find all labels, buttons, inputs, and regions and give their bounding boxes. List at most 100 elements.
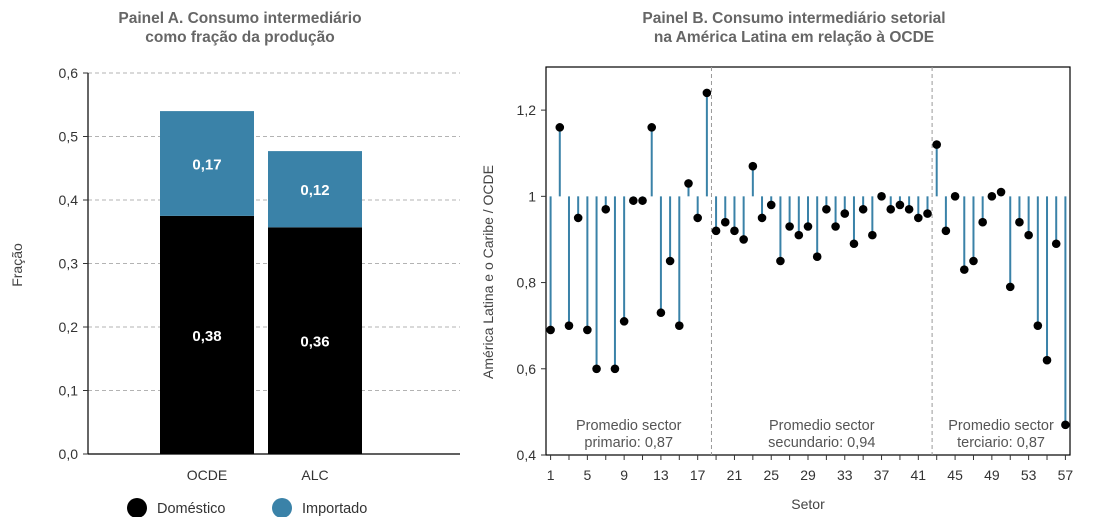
lollipop-point	[803, 222, 813, 231]
lollipop-point	[877, 192, 886, 201]
panel-b-x-tick-label: 29	[800, 467, 816, 483]
bar-value-label: 0,17	[192, 156, 221, 173]
panel-b-x-tick-label: 1	[547, 467, 555, 483]
lollipop-point	[932, 140, 942, 149]
lollipop-point	[720, 217, 730, 227]
panel-a-y-tick-label: 0,4	[59, 192, 79, 208]
panel-a-x-tick-label: ALC	[301, 467, 328, 483]
lollipop-point	[693, 213, 702, 223]
lollipop-point	[684, 179, 693, 188]
legend-swatch-domestic	[127, 498, 147, 517]
lollipop-point	[923, 209, 932, 218]
lollipop-point	[564, 321, 574, 330]
lollipop-point	[592, 364, 601, 374]
lollipop-point	[1024, 230, 1033, 240]
lollipop-point	[831, 222, 840, 231]
panel-b-x-tick-label: 25	[763, 467, 779, 483]
bar-imported-alc	[268, 151, 362, 228]
lollipop-point	[996, 187, 1006, 197]
lollipop-point	[601, 204, 611, 214]
lollipop-point	[1005, 282, 1015, 292]
lollipop-point	[785, 222, 794, 231]
lollipop-point	[1015, 217, 1024, 227]
lollipop-point	[546, 325, 555, 335]
bar-value-label: 0,12	[300, 182, 329, 199]
bar-value-label: 0,36	[300, 334, 329, 351]
lollipop-point	[1061, 420, 1070, 430]
panel-a-y-tick-label: 0,3	[59, 256, 79, 272]
lollipop-point	[849, 239, 859, 249]
lollipop-point	[886, 204, 896, 214]
legend-label-imported: Importado	[302, 501, 367, 517]
lollipop-point	[904, 204, 914, 214]
lollipop-point	[858, 204, 868, 214]
lollipop-point	[959, 265, 969, 274]
bar-domestic-ocde	[160, 215, 254, 454]
bar-domestic-alc	[268, 227, 362, 454]
lollipop-point	[950, 192, 960, 201]
lollipop-point	[822, 204, 831, 214]
lollipop-point	[776, 256, 785, 266]
panel-a-y-tick-label: 0,1	[59, 383, 79, 399]
lollipop-point	[895, 200, 905, 210]
panel-b-x-tick-label: 17	[690, 467, 706, 483]
lollipop-point	[1033, 321, 1043, 330]
panel-b-sector-label-2: Promedio sector	[769, 418, 875, 434]
panel-a-title-line-1: Painel A. Consumo intermediário	[118, 10, 361, 27]
panel-b-sector-label-3: Promedio sector	[948, 418, 1054, 434]
lollipop-point	[674, 321, 684, 330]
lollipop-point	[739, 235, 748, 244]
panel-b-ticks: 0,4 0,6 0,8 1 1,2 1 5 9 13 17 21 25 29 33 37 41 45 49 53 57	[517, 102, 1074, 483]
lollipop-point	[665, 256, 675, 266]
panel-b-x-tick-label: 41	[911, 467, 927, 483]
panel-b-y-tick-label: 1	[528, 188, 536, 204]
panel-b-x-tick-label: 5	[583, 467, 591, 483]
lollipop-point	[766, 200, 776, 210]
lollipop-point	[987, 192, 997, 201]
panel-b-y-tick-label: 1,2	[517, 102, 537, 118]
lollipop-point	[619, 317, 629, 326]
panel-a-title-line-2: como fração da produção	[145, 29, 334, 46]
lollipop-point	[647, 123, 657, 132]
legend-label-domestic: Doméstico	[157, 501, 226, 517]
lollipop-point	[840, 209, 850, 218]
lollipop-point	[812, 252, 822, 261]
panel-b-x-tick-label: 37	[874, 467, 890, 483]
panel-b-x-tick-label: 57	[1058, 467, 1074, 483]
panel-a-bars: 0,38 0,17 0,36 0,12	[160, 111, 362, 454]
lollipop-point	[1051, 239, 1061, 249]
panel-b-x-tick-label: 53	[1021, 467, 1037, 483]
panel-b-y-tick-label: 0,6	[517, 361, 537, 377]
panel-a-y-tick-label: 0,5	[59, 129, 79, 145]
lollipop-point	[969, 256, 978, 266]
panel-b-x-tick-label: 45	[947, 467, 963, 483]
panel-b-title-line-2: na América Latina em relação à OCDE	[654, 29, 934, 46]
lollipop-point	[914, 213, 923, 223]
lollipop-point	[978, 217, 987, 227]
panel-b-sector-value-1: primario: 0,87	[584, 435, 673, 451]
panel-b-sector-value-3: terciario: 0,87	[957, 435, 1045, 451]
lollipop-point	[638, 196, 647, 205]
panel-a-y-tick-label: 0,6	[59, 65, 79, 81]
panel-b-lollipops	[546, 88, 1070, 430]
lollipop-point	[794, 230, 804, 240]
panel-a: 0,38 0,17 0,36 0,12 0,0 0,1 0,2 0,3 0,4 0,5 0,6 OC…	[9, 65, 460, 517]
panel-b-sector-label-1: Promedio sector	[576, 418, 682, 434]
panel-a-y-tick-label: 0,0	[59, 446, 79, 462]
panel-b-y-tick-label: 0,8	[517, 275, 537, 291]
lollipop-point	[656, 308, 666, 318]
panel-b-title-line-1: Painel B. Consumo intermediário setorial	[642, 10, 945, 27]
panel-b-x-tick-label: 9	[620, 467, 628, 483]
panel-b-x-tick-label: 13	[653, 467, 669, 483]
lollipop-point	[757, 213, 767, 223]
panel-b-x-axis-label: Setor	[791, 496, 825, 512]
panel-a-y-axis-label: Fração	[9, 243, 25, 287]
panel-b-x-tick-label: 49	[984, 467, 1000, 483]
lollipop-point	[610, 364, 620, 374]
lollipop-point	[941, 226, 951, 236]
lollipop-point	[583, 325, 592, 335]
panel-a-y-tick-label: 0,2	[59, 319, 79, 335]
panel-a-ticks: 0,0 0,1 0,2 0,3 0,4 0,5 0,6 OCDE ALC	[59, 65, 329, 483]
